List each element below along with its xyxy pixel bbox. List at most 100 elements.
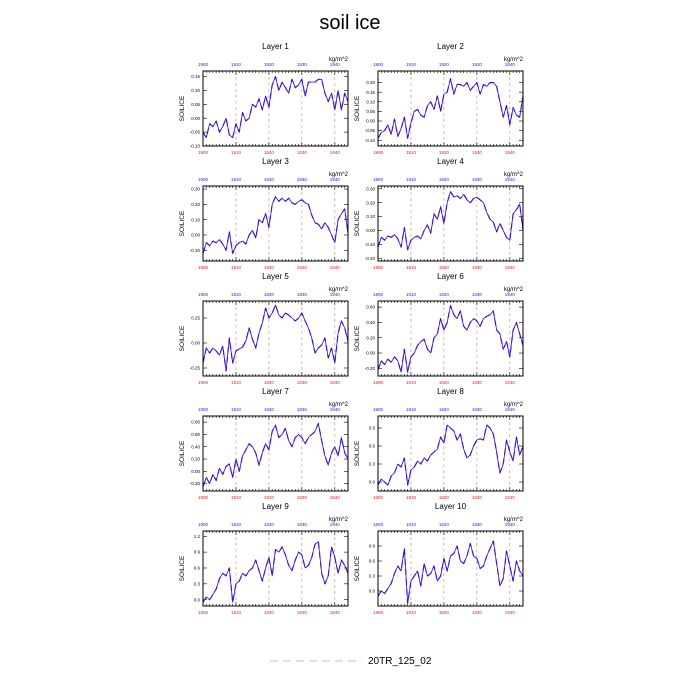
panel-2-xtick-label-top: 1900 (373, 62, 384, 67)
panel-1: Layer 1 kg/m^2 SOILICE 1900 1900 1910 1910 1920… (179, 42, 349, 155)
panel-3-xtick-label-top: 1900 (198, 177, 209, 182)
panel-3-xtick-label-top: 1940 (330, 177, 341, 182)
panel-2-frame (377, 70, 524, 147)
panel-6-xtick-label-top: 1900 (373, 292, 384, 297)
panel-6-xtick-label-bottom: 1920 (439, 380, 450, 385)
panel-7-ytick-label: 0.20 (191, 457, 200, 462)
panel-8-xtick-label-top: 1930 (472, 407, 483, 412)
panel-3-series-line (202, 196, 349, 254)
panel-1-xtick-label-top: 1920 (264, 62, 275, 67)
panel-3: Layer 3 kg/m^2 SOILICE 1900 1900 1910 1910 1920… (179, 157, 349, 270)
panel-10-ytick-label: 0.6 (369, 559, 376, 564)
panel-3-xtick-label-bottom: 1900 (198, 265, 209, 270)
panel-9-units: kg/m^2 (329, 517, 349, 523)
panel-2-ytick-label: 0.05 (366, 109, 375, 114)
panel-2-units: kg/m^2 (504, 57, 524, 63)
panel-2-ytick-label: 0.00 (366, 119, 375, 124)
panel-1-units: kg/m^2 (329, 57, 349, 63)
panel-1-series-line (202, 76, 349, 139)
panel-1-xtick-label-bottom: 1920 (264, 150, 275, 155)
legend: 20TR_125_02 (270, 656, 432, 667)
panel-5-xtick-label-bottom: 1920 (264, 380, 275, 385)
panel-6-xtick-label-top: 1920 (439, 292, 450, 297)
panel-5-units: kg/m^2 (329, 287, 349, 293)
panel-3-ytick-label: -0.10 (190, 248, 201, 253)
panel-2-ytick-label: -0.05 (365, 128, 376, 133)
panel-7-xtick-label-top: 1930 (297, 407, 308, 412)
panel-7-xtick-label-top: 1900 (198, 407, 209, 412)
panel-8-xtick-label-top: 1910 (406, 407, 417, 412)
panel-8-xtick-label-bottom: 1910 (406, 495, 417, 500)
panel-1-xtick-label-bottom: 1900 (198, 150, 209, 155)
panel-1-xtick-label-top: 1940 (330, 62, 341, 67)
panel-5-xtick-label-bottom: 1900 (198, 380, 209, 385)
panel-1-ytick-label: 0.00 (191, 116, 200, 121)
panel-8-ylabel: SOILICE (354, 440, 361, 466)
panel-5-xtick-label-top: 1930 (297, 292, 308, 297)
panel-9-ytick-label: 1.2 (194, 534, 201, 539)
panel-3-ytick-label: 0.30 (191, 187, 200, 192)
panel-8-ytick-label: 0.6 (369, 444, 376, 449)
panel-2-ytick-label: 0.10 (366, 99, 375, 104)
panel-7-xtick-label-bottom: 1930 (297, 495, 308, 500)
panel-3-ylabel: SOILICE (179, 210, 186, 236)
panel-8-title: Layer 8 (437, 387, 464, 396)
panel-6-ytick-label: -0.20 (365, 366, 376, 371)
panel-7-xtick-label-bottom: 1900 (198, 495, 209, 500)
panel-2-series-line (377, 78, 524, 139)
panel-3-xtick-label-bottom: 1930 (297, 265, 308, 270)
panel-2-xtick-label-bottom: 1900 (373, 150, 384, 155)
panel-9-xtick-label-bottom: 1910 (231, 610, 242, 615)
panel-1-xtick-label-top: 1900 (198, 62, 209, 67)
panel-5-xtick-label-top: 1910 (231, 292, 242, 297)
panel-5-ytick-label: -0.25 (190, 366, 201, 371)
panel-3-xtick-label-top: 1930 (297, 177, 308, 182)
panel-7-title: Layer 7 (262, 387, 289, 396)
panel-8-xtick-label-bottom: 1900 (373, 495, 384, 500)
panel-6-frame (377, 300, 524, 377)
panel-4-ytick-label: 0.30 (366, 186, 375, 191)
panel-2-xtick-label-bottom: 1920 (439, 150, 450, 155)
panel-2: Layer 2 kg/m^2 SOILICE 1900 1900 1910 1910 1920… (354, 42, 524, 155)
panel-7-frame (202, 415, 349, 492)
panel-2-title: Layer 2 (437, 42, 464, 51)
panel-10-ylabel: SOILICE (354, 555, 361, 581)
panel-1-ytick-label: -0.10 (190, 144, 201, 149)
panel-4-ytick-label: 0.00 (366, 228, 375, 233)
panel-8-xtick-label-top: 1900 (373, 407, 384, 412)
panel-9-xtick-label-bottom: 1900 (198, 610, 209, 615)
panels-grid: Layer 1 kg/m^2 SOILICE 1900 1900 1910 1910 1920… (179, 42, 524, 615)
panel-4-frame (377, 185, 524, 262)
panel-7-xtick-label-bottom: 1910 (231, 495, 242, 500)
panel-4-xtick-label-top: 1930 (472, 177, 483, 182)
panel-5-series-line (202, 304, 349, 372)
panel-9-ytick-label: 0.3 (194, 581, 201, 586)
panel-2-xtick-label-top: 1910 (406, 62, 417, 67)
panel-9-title: Layer 9 (262, 502, 289, 511)
panel-10-ytick-label: 0.3 (369, 574, 376, 579)
panel-3-xtick-label-bottom: 1940 (330, 265, 341, 270)
panel-1-ytick-label: 0.10 (191, 88, 200, 93)
panel-5: Layer 5 kg/m^2 SOILICE 1900 1900 1910 1910 1920… (179, 272, 349, 385)
panel-1-xtick-label-bottom: 1910 (231, 150, 242, 155)
panel-3-xtick-label-top: 1920 (264, 177, 275, 182)
panel-9-xtick-label-top: 1910 (231, 522, 242, 527)
panel-10-frame (377, 530, 524, 607)
panel-7-xtick-label-top: 1910 (231, 407, 242, 412)
panel-6: Layer 6 kg/m^2 SOILICE 1900 1900 1910 1910 1920… (354, 272, 524, 385)
panel-8: Layer 8 kg/m^2 SOILICE 1900 1900 1910 1910 1920… (354, 387, 524, 500)
panel-7-ytick-label: 0.80 (191, 420, 200, 425)
panel-3-title: Layer 3 (262, 157, 289, 166)
panel-4-ylabel: SOILICE (354, 210, 361, 236)
panel-3-ytick-label: 0.20 (191, 202, 200, 207)
panel-6-units: kg/m^2 (504, 287, 524, 293)
panel-10-xtick-label-bottom: 1940 (505, 610, 516, 615)
panel-5-xtick-label-bottom: 1940 (330, 380, 341, 385)
panel-6-xtick-label-top: 1930 (472, 292, 483, 297)
panel-2-ytick-label: 0.20 (366, 80, 375, 85)
panel-3-ytick-label: 0.10 (191, 217, 200, 222)
panel-6-ytick-label: 0.00 (366, 351, 375, 356)
panel-5-title: Layer 5 (262, 272, 289, 281)
panel-4-xtick-label-top: 1940 (505, 177, 516, 182)
panel-7-units: kg/m^2 (329, 402, 349, 408)
